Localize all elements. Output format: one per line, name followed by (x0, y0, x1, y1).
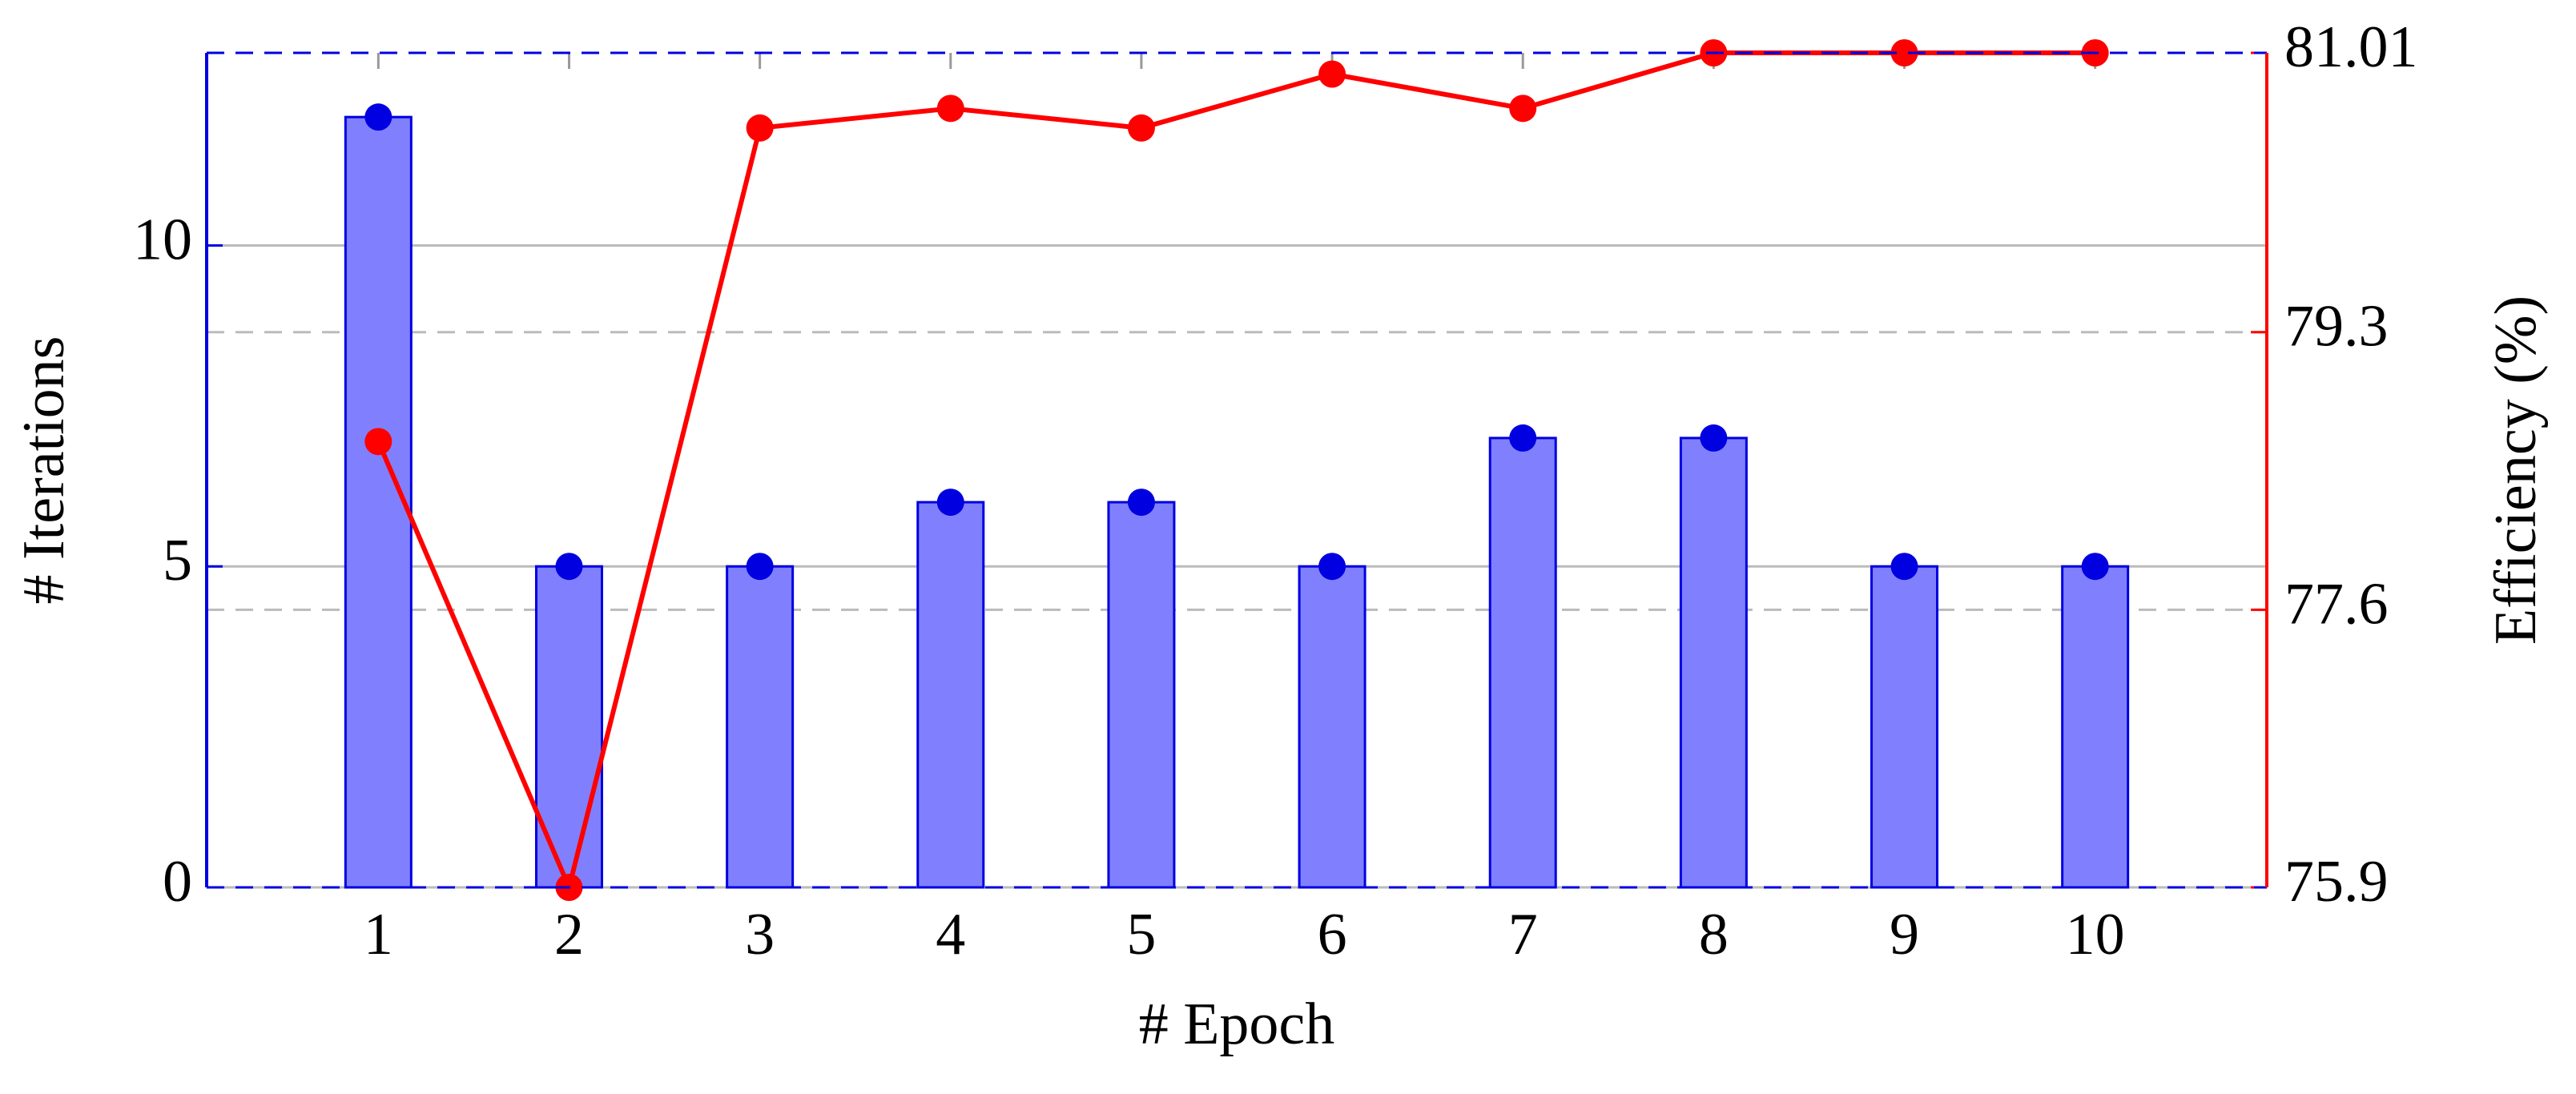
x-tick-label: 1 (364, 902, 393, 967)
bar-marker (2081, 553, 2109, 581)
bar-marker (1890, 553, 1918, 581)
line-marker (1509, 95, 1537, 123)
x-tick-label: 2 (554, 902, 584, 967)
bar-marker (936, 489, 964, 517)
bar (2061, 565, 2130, 889)
bar (1298, 565, 1366, 889)
x-tick-label: 5 (1126, 902, 1156, 967)
x-tick-label: 10 (2066, 902, 2125, 967)
line-marker (1127, 114, 1155, 142)
bar (916, 501, 985, 889)
y-tick-label: 10 (133, 207, 192, 272)
y-axis-label: # Iterations (11, 336, 77, 605)
x-tick-label: 9 (1890, 902, 1919, 967)
bar (344, 115, 413, 889)
bar (726, 565, 795, 889)
bar (1488, 436, 1557, 889)
y2-axis-label: Efficiency (%) (2483, 296, 2549, 645)
x-tick-label: 8 (1699, 902, 1729, 967)
line-marker (746, 114, 774, 142)
line-marker (936, 95, 964, 123)
bar-marker (1127, 489, 1155, 517)
y2-tick-label: 79.3 (2284, 294, 2389, 360)
x-tick-label: 4 (936, 902, 965, 967)
bar (1679, 436, 1748, 889)
x-tick-label: 7 (1508, 902, 1538, 967)
bar-marker (1318, 553, 1346, 581)
bar (1107, 501, 1176, 889)
x-tick-label: 6 (1318, 902, 1347, 967)
y-tick-label: 0 (163, 849, 192, 915)
bar-marker (1700, 424, 1728, 452)
x-tick-label: 3 (745, 902, 775, 967)
y-tick-label: 5 (163, 528, 192, 593)
bar-marker (746, 553, 774, 581)
bar-marker (364, 103, 392, 131)
line-marker (364, 428, 392, 456)
y2-tick-label: 75.9 (2284, 849, 2389, 915)
line (376, 50, 2095, 895)
y2-tick-label: 77.6 (2284, 571, 2389, 637)
line-marker (1318, 60, 1346, 88)
bar-marker (555, 553, 583, 581)
x-axis-label: # Epoch (1139, 991, 1335, 1057)
bar-marker (1509, 424, 1537, 452)
y2-tick-label: 81.01 (2284, 14, 2418, 80)
bar (1870, 565, 1939, 889)
line-marker (1890, 39, 1918, 66)
